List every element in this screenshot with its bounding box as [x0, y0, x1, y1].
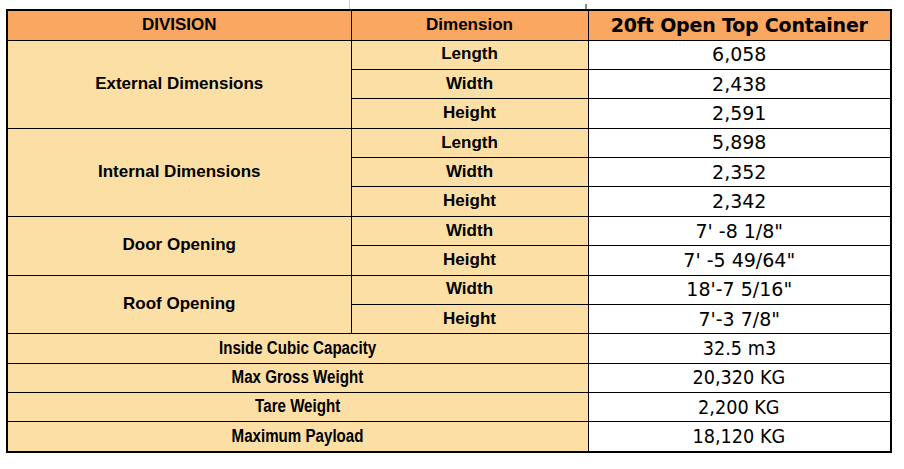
table-row: Door Opening Width 7' -8 1/8"	[7, 216, 891, 245]
summary-label-text: Inside Cubic Capacity	[219, 339, 376, 359]
summary-cell-inside-cubic-capacity: Inside Cubic Capacity	[7, 334, 588, 363]
summary-cell-maximum-payload: Maximum Payload	[7, 422, 588, 452]
value-cell: 2,438	[588, 69, 891, 98]
value-cell: 18,120 KG	[588, 422, 891, 452]
table-row: Roof Opening Width 18'-7 5/16"	[7, 275, 891, 304]
table-row: External Dimensions Length 6,058	[7, 40, 891, 69]
dimension-cell-height: Height	[351, 304, 588, 333]
value-cell: 6,058	[588, 40, 891, 69]
dimension-cell-width: Width	[351, 158, 588, 187]
value-cell: 7' -8 1/8"	[588, 216, 891, 245]
value-cell: 2,200 KG	[588, 393, 891, 422]
value-cell: 20,320 KG	[588, 363, 891, 392]
summary-value-text: 20,320 KG	[693, 367, 786, 388]
value-cell: 18'-7 5/16"	[588, 275, 891, 304]
value-cell: 32.5 m3	[588, 334, 891, 363]
summary-value-text: 18,120 KG	[693, 426, 786, 447]
value-cell: 2,352	[588, 158, 891, 187]
value-cell: 7'-3 7/8"	[588, 304, 891, 333]
header-cell-dimension: Dimension	[351, 10, 588, 40]
table-row: Internal Dimensions Length 5,898	[7, 128, 891, 157]
summary-cell-tare-weight: Tare Weight	[7, 393, 588, 422]
value-cell: 2,591	[588, 99, 891, 128]
table-row: Inside Cubic Capacity 32.5 m3	[7, 334, 891, 363]
summary-value-text: 2,200 KG	[699, 397, 780, 418]
table-row: Tare Weight 2,200 KG	[7, 393, 891, 422]
division-cell-roof-opening: Roof Opening	[7, 275, 351, 334]
summary-label-text: Maximum Payload	[232, 427, 364, 447]
dimension-cell-length: Length	[351, 40, 588, 69]
table-header-row: DIVISION Dimension 20ft Open Top Contain…	[7, 10, 891, 40]
dimension-cell-height: Height	[351, 187, 588, 216]
header-cell-division: DIVISION	[7, 10, 351, 40]
value-cell: 2,342	[588, 187, 891, 216]
division-cell-internal-dimensions: Internal Dimensions	[7, 128, 351, 216]
dimension-cell-height: Height	[351, 99, 588, 128]
division-cell-external-dimensions: External Dimensions	[7, 40, 351, 128]
summary-label-text: Max Gross Weight	[232, 368, 364, 388]
header-cell-container-type: 20ft Open Top Container	[588, 10, 891, 40]
dimension-cell-width: Width	[351, 69, 588, 98]
table-row: Max Gross Weight 20,320 KG	[7, 363, 891, 392]
dimension-cell-width: Width	[351, 275, 588, 304]
dimension-cell-width: Width	[351, 216, 588, 245]
container-spec-table: DIVISION Dimension 20ft Open Top Contain…	[6, 9, 892, 453]
table-row: Maximum Payload 18,120 KG	[7, 422, 891, 452]
summary-cell-max-gross-weight: Max Gross Weight	[7, 363, 588, 392]
value-cell: 7' -5 49/64"	[588, 246, 891, 275]
summary-label-text: Tare Weight	[255, 397, 340, 417]
division-cell-door-opening: Door Opening	[7, 216, 351, 275]
summary-value-text: 32.5 m3	[703, 338, 776, 359]
dimension-cell-height: Height	[351, 246, 588, 275]
value-cell: 5,898	[588, 128, 891, 157]
dimension-cell-length: Length	[351, 128, 588, 157]
spreadsheet-canvas: DIVISION Dimension 20ft Open Top Contain…	[0, 0, 904, 469]
